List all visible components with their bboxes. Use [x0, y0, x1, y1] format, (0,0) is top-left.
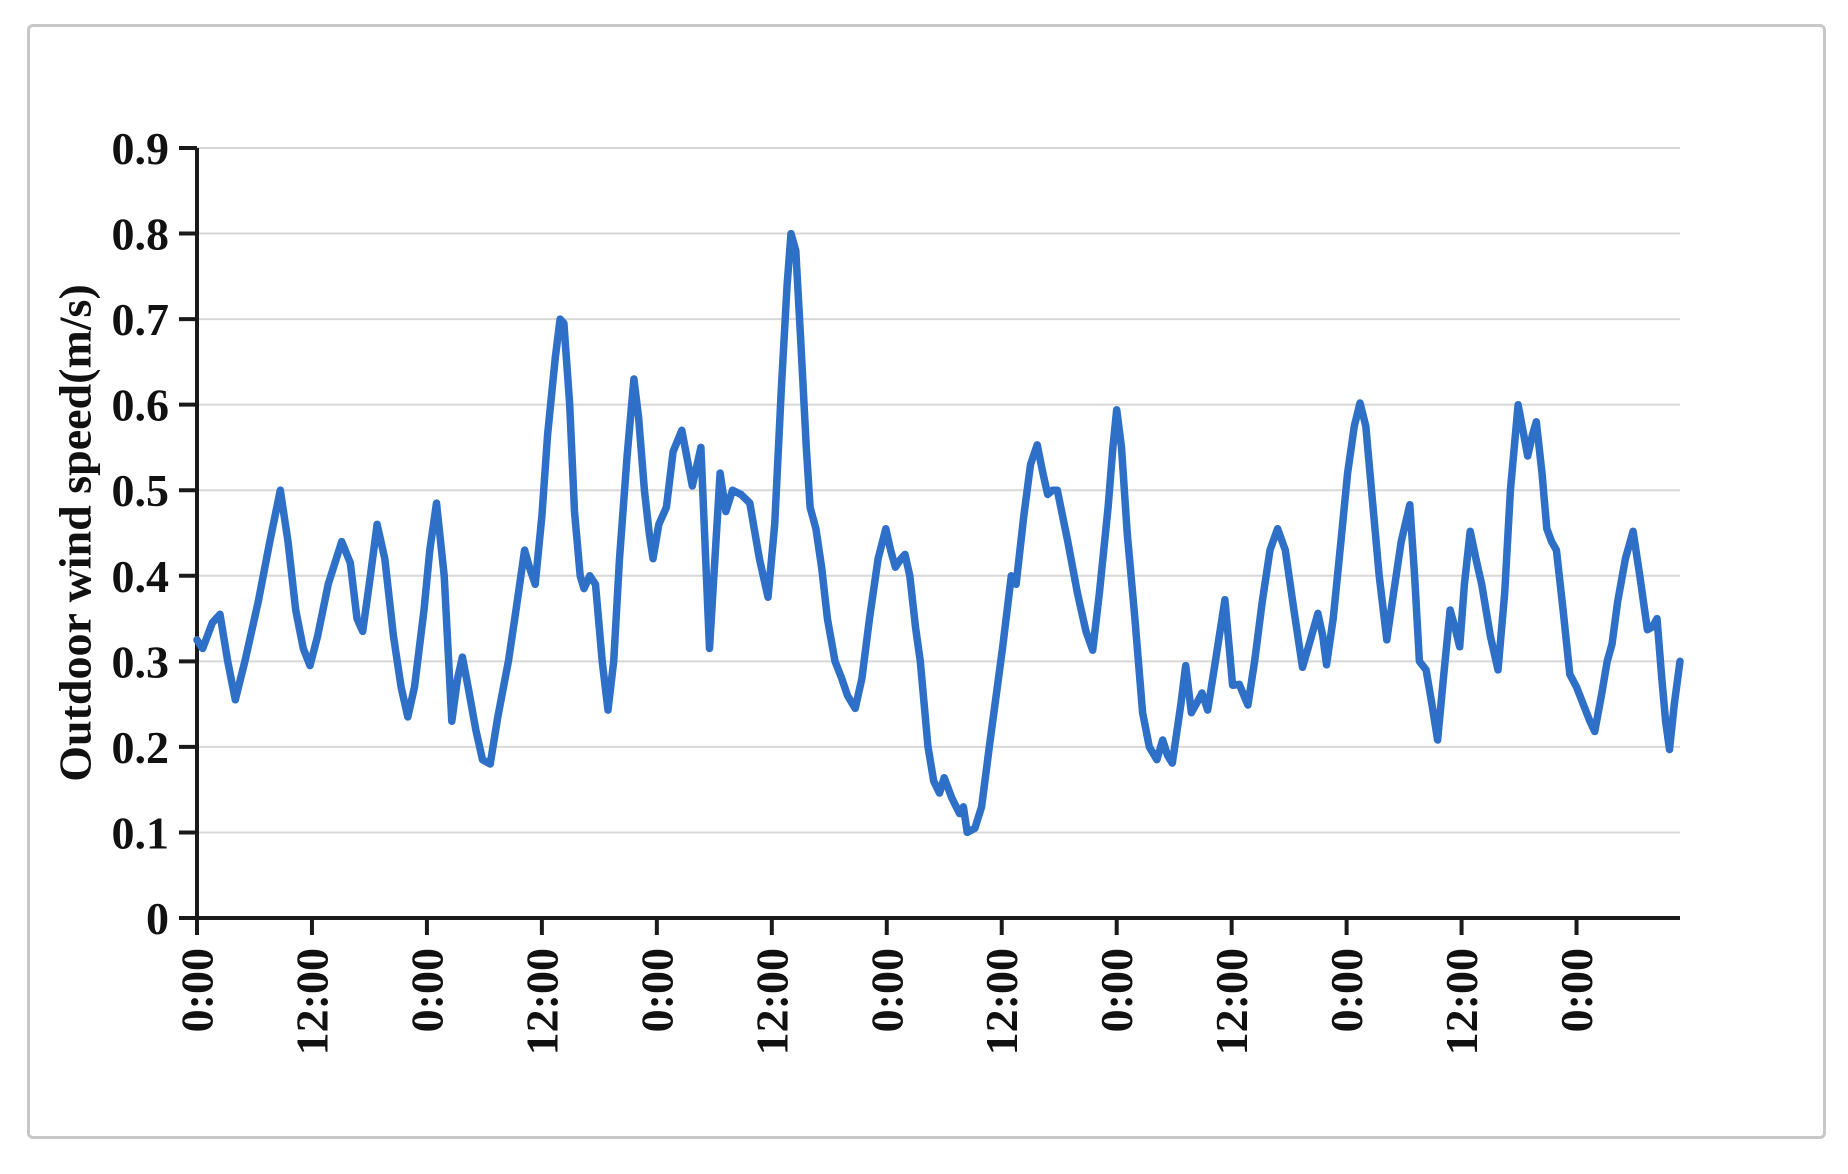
x-tick-label: 0:00 [1321, 948, 1372, 1032]
y-tick-label: 0.6 [112, 380, 170, 431]
x-axis-tick-labels: 0:00 12:00 0:00 12:00 0:00 12:00 0:00 12:00 0:00… [172, 948, 1603, 1055]
x-tick-label: 0:00 [631, 948, 682, 1032]
y-tick-label: 0.8 [112, 209, 170, 260]
x-tick-label: 0:00 [401, 948, 452, 1032]
x-tick-label: 12:00 [746, 948, 797, 1055]
y-tick-label: 0.5 [112, 465, 170, 516]
y-tick-label: 0.4 [112, 551, 170, 602]
x-tick-label: 0:00 [1551, 948, 1602, 1032]
x-tick-label: 0:00 [861, 948, 912, 1032]
y-axis-tick-labels: 0 0.1 0.2 0.3 0.4 0.5 0.6 0.7 0.8 0.9 [112, 123, 170, 944]
horizontal-gridlines [197, 147, 1680, 834]
x-tick-label: 12:00 [976, 948, 1027, 1055]
axes [195, 148, 1680, 920]
x-tick-label: 12:00 [516, 948, 567, 1055]
x-axis-ticks [195, 918, 1579, 935]
x-tick-label: 12:00 [1206, 948, 1257, 1055]
x-tick-label: 12:00 [1436, 948, 1487, 1055]
x-tick-label: 12:00 [286, 948, 337, 1055]
y-tick-label: 0.2 [112, 722, 170, 773]
x-tick-label: 0:00 [1091, 948, 1142, 1032]
x-tick-label: 0:00 [172, 948, 223, 1032]
wind-speed-series-line [193, 229, 1684, 837]
y-tick-label: 0.3 [112, 636, 170, 687]
y-axis-ticks [179, 146, 197, 920]
y-tick-label: 0.1 [112, 807, 170, 858]
y-tick-label: 0 [146, 893, 169, 944]
y-tick-label: 0.7 [112, 294, 170, 345]
y-tick-label: 0.9 [112, 123, 170, 174]
